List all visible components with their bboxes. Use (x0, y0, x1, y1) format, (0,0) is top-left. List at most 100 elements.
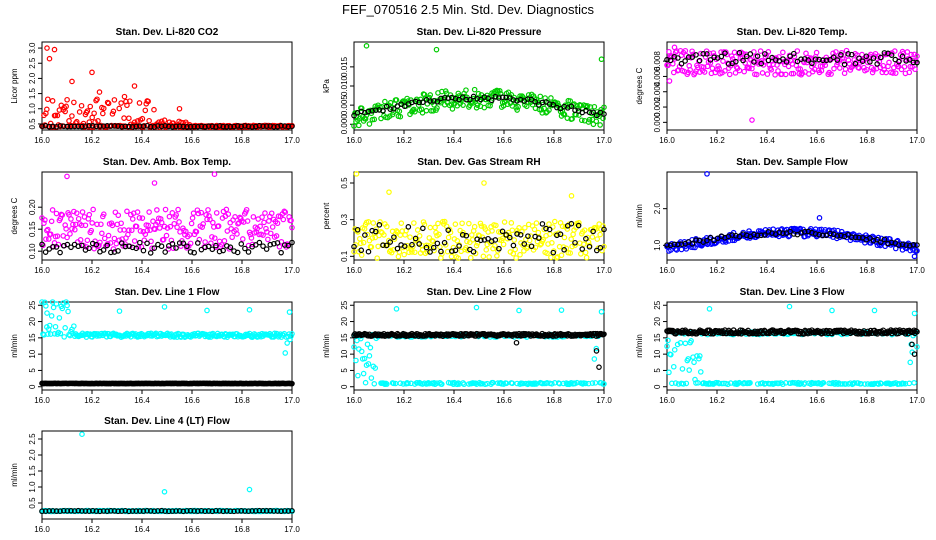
data-point (685, 54, 692, 60)
data-point (105, 100, 112, 107)
y-tick-label: 2.0 (28, 72, 37, 84)
data-point (64, 234, 70, 241)
data-point (692, 376, 698, 383)
data-point (675, 241, 681, 248)
data-point (436, 231, 442, 238)
data-point (664, 343, 670, 350)
data-point (234, 123, 241, 129)
data-point (266, 218, 272, 224)
data-point (914, 247, 920, 254)
data-point (71, 123, 78, 130)
y-tick-label: 5 (28, 368, 37, 373)
data-point (435, 220, 441, 227)
data-point (598, 56, 605, 63)
data-point (162, 206, 169, 213)
y-tick-label: 20 (340, 317, 349, 326)
data-point (238, 241, 245, 247)
data-point (751, 59, 757, 65)
data-point (492, 242, 498, 249)
data-point (510, 250, 517, 257)
data-point (598, 308, 605, 315)
data-point (412, 249, 418, 256)
data-point (664, 242, 670, 248)
data-point (166, 508, 172, 515)
data-point (244, 218, 251, 224)
data-point (568, 193, 575, 199)
data-point (75, 123, 82, 130)
data-point (101, 235, 108, 242)
data-point (892, 245, 899, 252)
data-point (133, 508, 140, 514)
data-point (111, 123, 118, 129)
data-point (44, 96, 51, 103)
data-point (754, 232, 761, 239)
data-point (558, 252, 565, 259)
data-point (809, 60, 815, 67)
data-point (100, 247, 107, 253)
data-point (380, 108, 386, 114)
data-point (52, 112, 59, 119)
data-point (176, 508, 183, 514)
data-point (696, 355, 702, 362)
data-point (356, 122, 362, 129)
x-tick-label: 16.6 (184, 136, 200, 145)
x-tick-label: 16.6 (184, 525, 200, 534)
data-point (531, 226, 538, 233)
data-point (788, 70, 795, 77)
data-point (888, 52, 895, 58)
data-point (759, 70, 766, 76)
data-point (515, 103, 521, 110)
data-point (509, 227, 516, 234)
data-point (582, 249, 589, 256)
plot-title: Stan. Dev. Li-820 CO2 (116, 27, 219, 38)
data-point (829, 307, 835, 314)
x-tick-label: 16.8 (234, 266, 250, 275)
data-point (205, 207, 211, 213)
data-point (510, 242, 517, 249)
data-point (71, 508, 78, 514)
data-point (754, 53, 761, 59)
data-point (267, 507, 274, 514)
data-point (579, 381, 586, 387)
data-point (592, 380, 599, 386)
data-point (98, 221, 104, 228)
data-point (508, 220, 515, 226)
data-point (801, 59, 807, 66)
data-point (794, 48, 801, 54)
data-point (519, 228, 525, 235)
data-point (863, 53, 870, 60)
data-point (906, 69, 913, 76)
data-point (84, 237, 91, 244)
data-point (798, 56, 804, 62)
data-point (791, 231, 797, 237)
data-point (467, 254, 474, 261)
data-point (199, 224, 206, 230)
data-point (707, 57, 714, 63)
data-point (267, 123, 274, 129)
data-point (589, 234, 596, 240)
y-tick-label: 0.5 (28, 497, 37, 509)
y-tick-label: 1.5 (28, 465, 37, 477)
data-point (459, 232, 466, 238)
data-point (126, 508, 132, 515)
y-tick-label: 0.1 (340, 250, 349, 262)
data-point (456, 96, 462, 103)
data-point (396, 108, 403, 114)
data-point (215, 223, 222, 229)
data-point (39, 299, 45, 305)
data-point (88, 227, 95, 234)
data-point (786, 303, 793, 310)
data-point (733, 58, 739, 65)
data-point (223, 123, 230, 130)
data-point (434, 105, 440, 111)
data-point (175, 206, 181, 213)
data-point (71, 99, 77, 106)
data-point (583, 254, 590, 261)
data-point (42, 249, 49, 255)
x-tick-label: 16.4 (759, 396, 775, 405)
x-tick-label: 16.0 (346, 136, 362, 145)
x-tick-label: 16.0 (34, 136, 50, 145)
data-point (166, 123, 172, 130)
data-point (238, 215, 244, 222)
data-point (693, 52, 699, 58)
